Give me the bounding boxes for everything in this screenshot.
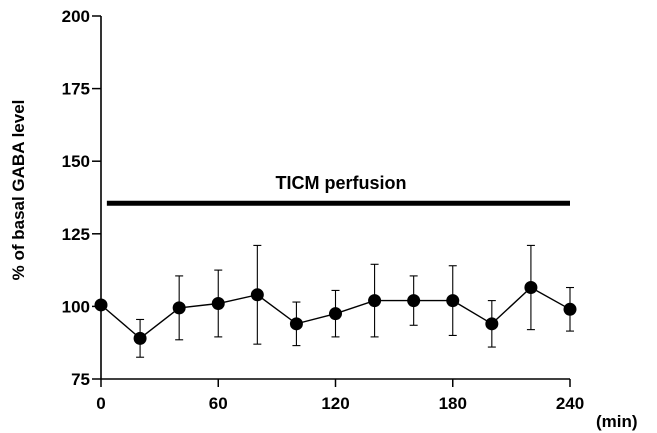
x-tick-label: 120 <box>321 394 349 413</box>
data-point <box>368 294 382 308</box>
labels: % of basal GABA level (min) TICM perfusi… <box>9 100 638 431</box>
y-axis-title: % of basal GABA level <box>9 100 28 281</box>
data-point <box>94 298 108 312</box>
y-tick-label: 150 <box>62 152 90 171</box>
data-point <box>133 331 147 345</box>
x-tick-label: 0 <box>96 394 105 413</box>
data-point <box>289 317 303 331</box>
axes: 75 100 125 150 175 200 0 60 120 180 240 <box>62 7 585 413</box>
series-layer <box>94 244 577 358</box>
data-point <box>250 288 264 302</box>
x-unit-label: (min) <box>596 412 638 431</box>
annotation-text: TICM perfusion <box>276 173 407 193</box>
y-tick-label: 200 <box>62 7 90 26</box>
y-tick-label: 175 <box>62 80 90 99</box>
x-tick-label: 240 <box>556 394 584 413</box>
data-point <box>446 294 460 308</box>
data-point <box>563 302 577 316</box>
y-tick-label: 100 <box>62 297 90 316</box>
y-tick-label: 75 <box>71 370 90 389</box>
y-tick-label: 125 <box>62 225 90 244</box>
data-point <box>329 307 342 321</box>
data-point <box>524 281 538 295</box>
x-tick-label: 60 <box>209 394 228 413</box>
data-point <box>407 294 421 308</box>
data-point <box>211 296 225 310</box>
data-point <box>485 317 499 331</box>
data-point <box>172 301 186 315</box>
x-tick-label: 180 <box>439 394 467 413</box>
